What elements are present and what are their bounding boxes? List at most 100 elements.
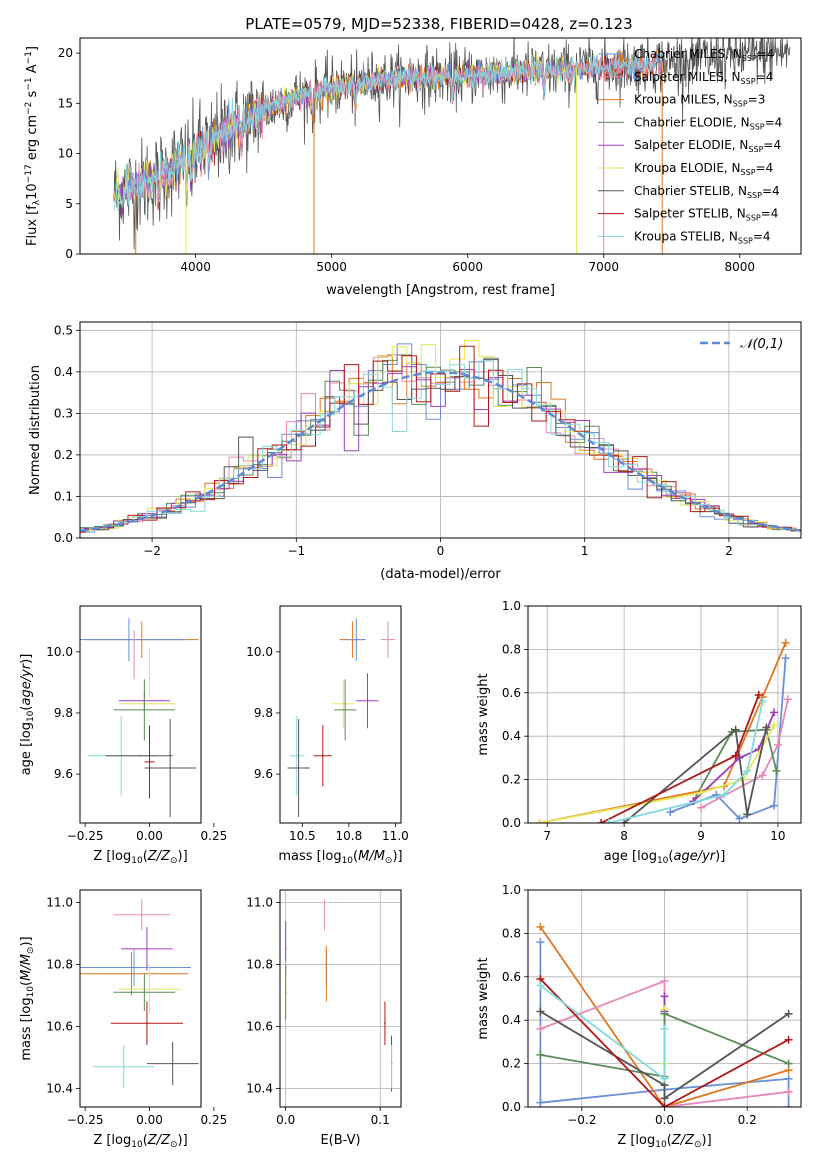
plus-marker [770, 721, 779, 730]
data-point [128, 638, 130, 641]
y-tick-label: 10.8 [246, 957, 273, 971]
y-tick-label: 0.2 [54, 448, 73, 462]
x-axis-label: Z [log10(Z/Z⊙)] [93, 849, 187, 866]
x-tick-label: 5000 [316, 260, 347, 274]
x-tick-label: 10 [770, 829, 785, 843]
weight-line [539, 978, 790, 1107]
x-tick-label: 0.0 [655, 1113, 674, 1127]
axes-frame [527, 605, 802, 824]
age-vs-metallicity-panel: −0.25 0.00 0.25 9.6 9.8 10.0 Z [log10(Z/Z⊙)] ag… [19, 605, 227, 866]
y-axis-label: mass weight [476, 673, 491, 755]
x-tick-label: 10.8 [336, 829, 363, 843]
age-vs-mass-panel: 10.5 10.8 11.0 9.6 9.8 10.0 mass [log10(M/M⊙)] [246, 605, 409, 866]
data-point [297, 767, 300, 769]
axes-frame [79, 321, 802, 539]
x-tick-label: 0.25 [201, 1113, 228, 1127]
y-tick-label: 9.8 [254, 706, 273, 720]
spectrum-panel: 4000 5000 6000 7000 8000 0 5 10 15 20 wavelength [… [24, 37, 802, 298]
plus-marker [666, 808, 675, 817]
legend-label: 𝒩(0,1) [740, 337, 783, 352]
ticks: 10.5 10.8 11.0 9.6 9.8 10.0 [246, 645, 408, 843]
plus-marker [660, 992, 669, 1001]
plus-marker [660, 1103, 669, 1107]
plus-marker [660, 1074, 669, 1083]
y-tick-label: 11.0 [46, 895, 73, 909]
y-tick-label: 0.4 [502, 729, 521, 743]
plus-marker [536, 1050, 545, 1059]
plus-marker [536, 1098, 545, 1107]
plus-marker [773, 740, 782, 749]
y-tick-label: 9.8 [54, 706, 73, 720]
x-tick-label: 0.2 [738, 1113, 757, 1127]
plus-marker [731, 725, 740, 734]
weight-line [623, 727, 768, 823]
data-point [325, 972, 328, 975]
plot-area [287, 618, 396, 817]
x-tick-label: 7000 [588, 260, 619, 274]
y-tick-label: 10.4 [46, 1081, 73, 1095]
axes-frame [79, 605, 202, 824]
y-axis-label: Flux [fλ10−17 erg cm−2 s−1 A−1] [24, 46, 42, 246]
plus-marker [660, 1024, 669, 1033]
y-axis-label: mass weight [476, 957, 491, 1039]
y-axis-label: mass [log10(M/M⊙)] [19, 936, 36, 1060]
y-tick-label: 0.8 [502, 642, 521, 656]
data-point [342, 703, 345, 705]
legend-label: Salpeter MILES, NSSP=4 [634, 70, 773, 86]
y-tick-label: 11.0 [246, 895, 273, 909]
ticks: 0.0 0.1 10.4 10.6 10.8 11.0 [246, 895, 389, 1127]
data-point [140, 914, 143, 916]
y-tick-label: 9.6 [54, 767, 73, 781]
axes-frame [79, 889, 202, 1108]
legend: Chabrier MILES, NSSP=4 Salpeter MILES, NS… [598, 47, 782, 245]
plus-marker [597, 819, 606, 823]
x-tick-label: 7 [543, 829, 551, 843]
y-tick-label: 0.2 [502, 773, 521, 787]
x-tick-label: 0.1 [371, 1113, 390, 1127]
x-axis-label: Z [log10(Z/Z⊙)] [93, 1133, 187, 1150]
x-tick-label: 10.5 [289, 829, 316, 843]
y-tick-label: 0.4 [502, 1013, 521, 1027]
spectrum-line [113, 49, 663, 212]
y-axis-label: Normed distribution [28, 365, 43, 495]
legend-label: Kroupa MILES, NSSP=3 [634, 93, 765, 109]
y-tick-label: 0.1 [54, 489, 73, 503]
plot-area [80, 618, 199, 817]
x-tick-label: −0.2 [567, 1113, 596, 1127]
plus-marker [660, 1009, 669, 1018]
y-tick-label: 10 [58, 147, 73, 161]
plus-marker [781, 654, 790, 663]
plus-marker [535, 819, 544, 823]
x-axis-label: age [log10(age/yr)] [604, 849, 726, 866]
plus-marker [772, 766, 781, 775]
weight-line [608, 701, 764, 823]
data-point [122, 1065, 125, 1068]
x-tick-label: 8 [620, 829, 628, 843]
ticks: −0.25 0.00 0.25 10.4 10.6 10.8 11.0 [46, 895, 227, 1127]
y-axis-label: age [log10(age/yr)] [19, 654, 36, 776]
x-tick-label: −0.25 [67, 1113, 104, 1127]
plus-marker [536, 938, 545, 947]
data-point [284, 948, 287, 950]
legend-label: Chabrier ELODIE, NSSP=4 [634, 115, 782, 131]
y-tick-label: 10.4 [246, 1081, 273, 1095]
x-tick-label: −2 [143, 544, 161, 558]
data-point [387, 638, 389, 641]
data-point [146, 948, 148, 950]
plot-area [535, 638, 792, 823]
y-tick-label: 0 [65, 247, 73, 261]
plot-area [113, 38, 791, 254]
x-tick-label: 8000 [725, 260, 756, 274]
legend-label: Chabrier STELIB, NSSP=4 [634, 184, 780, 200]
data-point [171, 1062, 174, 1065]
axes-frame [527, 889, 802, 1108]
plus-marker [762, 723, 771, 732]
y-tick-label: 1.0 [502, 599, 521, 613]
x-tick-label: 0.00 [136, 1113, 163, 1127]
plus-marker [536, 981, 545, 990]
histogram-step [80, 359, 801, 533]
plus-marker [754, 690, 763, 699]
x-axis-label: mass [log10(M/M⊙)] [278, 849, 402, 866]
mass-vs-metallicity-panel: −0.25 0.00 0.25 10.4 10.6 10.8 11.0 Z [log10(Z/… [19, 889, 227, 1150]
